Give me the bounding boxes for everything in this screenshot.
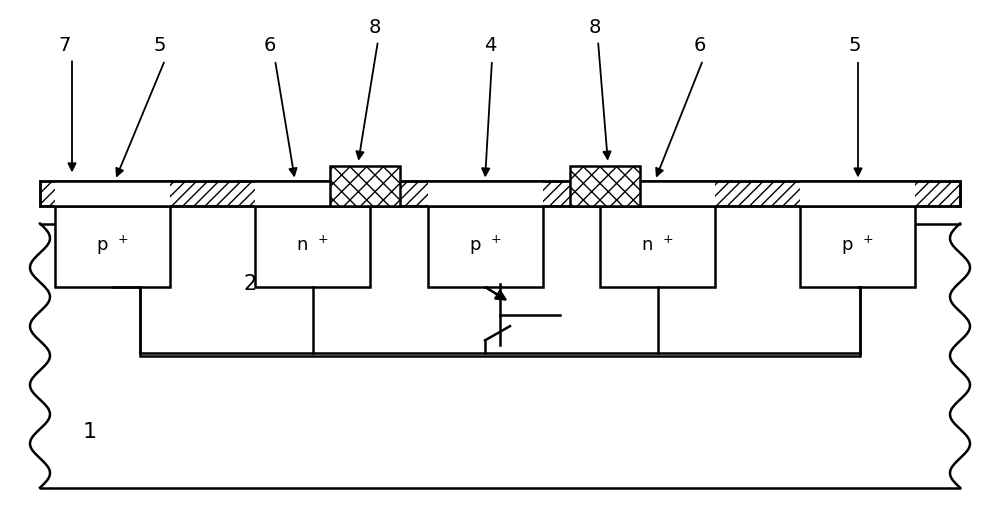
Text: p: p xyxy=(841,236,852,254)
Bar xyxy=(428,181,543,206)
Bar xyxy=(800,203,915,287)
Bar xyxy=(255,203,370,287)
Bar xyxy=(255,181,370,206)
Text: 8: 8 xyxy=(589,18,601,38)
Text: 1: 1 xyxy=(83,422,97,442)
Bar xyxy=(55,181,170,206)
Bar xyxy=(600,181,715,206)
Bar xyxy=(600,203,715,287)
Bar xyxy=(330,166,400,206)
Text: p: p xyxy=(96,236,108,254)
Bar xyxy=(140,203,860,356)
Text: +: + xyxy=(490,233,501,245)
Text: 7: 7 xyxy=(59,36,71,55)
Text: 6: 6 xyxy=(694,36,706,55)
Text: 4: 4 xyxy=(484,36,496,55)
Bar xyxy=(570,166,640,206)
Text: 5: 5 xyxy=(849,36,861,55)
Text: 6: 6 xyxy=(264,36,276,55)
Bar xyxy=(428,203,543,287)
Text: +: + xyxy=(662,233,673,245)
Text: +: + xyxy=(862,233,873,245)
Bar xyxy=(40,181,960,206)
Bar xyxy=(55,203,170,287)
Bar xyxy=(800,181,915,206)
Text: n: n xyxy=(296,236,308,254)
Text: +: + xyxy=(318,233,328,245)
Text: 2: 2 xyxy=(243,274,257,295)
Text: p: p xyxy=(469,236,480,254)
Text: +: + xyxy=(118,233,128,245)
Text: n: n xyxy=(641,236,652,254)
Text: 8: 8 xyxy=(369,18,381,38)
Bar xyxy=(40,181,960,206)
Text: 5: 5 xyxy=(154,36,166,55)
